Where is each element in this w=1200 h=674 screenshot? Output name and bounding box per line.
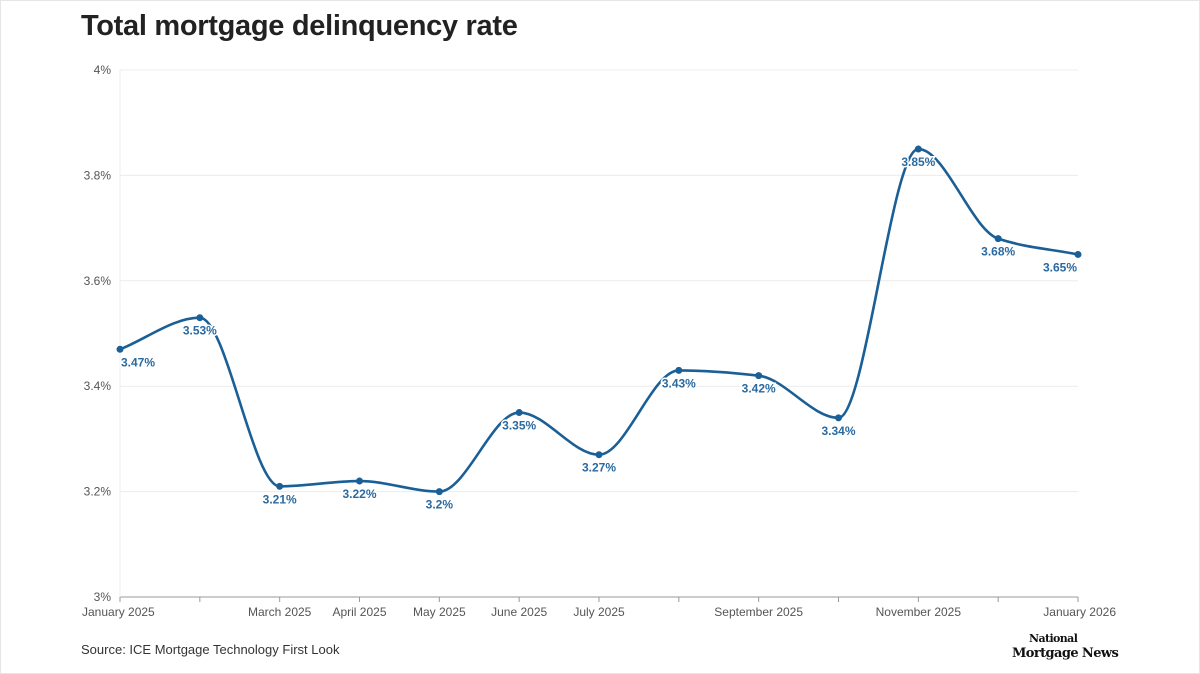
data-label: 3.43%: [662, 376, 696, 390]
data-label: 3.34%: [821, 424, 855, 438]
x-tick-label: June 2025: [491, 605, 547, 619]
y-tick-label: 3.8%: [84, 168, 112, 182]
x-tick-label: September 2025: [714, 605, 803, 619]
data-point: [435, 488, 443, 496]
x-tick-label: March 2025: [248, 605, 312, 619]
data-point: [994, 235, 1002, 243]
data-label: 3.27%: [582, 461, 616, 475]
data-point: [116, 345, 124, 353]
x-tick-label: July 2025: [573, 605, 625, 619]
data-point: [755, 372, 763, 380]
data-point: [675, 366, 683, 374]
y-tick-label: 3%: [94, 590, 112, 604]
chart-title: Total mortgage delinquency rate: [81, 10, 518, 42]
data-point: [356, 477, 363, 485]
data-label: 3.68%: [981, 245, 1015, 259]
national-mortgage-news-logo: National Mortgage News: [1012, 632, 1119, 661]
data-label: 3.85%: [901, 155, 935, 169]
data-label: 3.47%: [121, 355, 155, 369]
data-point: [835, 414, 842, 422]
data-label: 3.22%: [342, 487, 376, 501]
data-point: [515, 409, 523, 417]
data-point: [914, 145, 922, 153]
y-tick-label: 3.4%: [84, 379, 112, 393]
x-tick-label: May 2025: [413, 605, 466, 619]
data-label: 3.2%: [426, 498, 454, 512]
series-line: [119, 147, 1079, 493]
data-label: 3.21%: [263, 492, 297, 506]
data-label: 3.53%: [183, 324, 217, 338]
y-tick-label: 4%: [94, 63, 112, 77]
data-label: 3.42%: [742, 382, 776, 396]
data-point: [196, 314, 204, 322]
data-point: [276, 482, 284, 490]
source-note: Source: ICE Mortgage Technology First Lo…: [81, 642, 340, 657]
x-tick-label: January 2025: [82, 605, 155, 619]
data-label: 3.65%: [1043, 260, 1077, 274]
data-point: [1074, 250, 1082, 258]
x-tick-label: April 2025: [332, 605, 386, 619]
data-point: [595, 451, 603, 459]
x-tick-label: January 2026: [1043, 605, 1116, 619]
y-tick-label: 3.2%: [84, 485, 112, 499]
y-tick-label: 3.6%: [84, 274, 112, 288]
x-tick-label: November 2025: [876, 605, 962, 619]
data-label: 3.35%: [502, 419, 536, 433]
